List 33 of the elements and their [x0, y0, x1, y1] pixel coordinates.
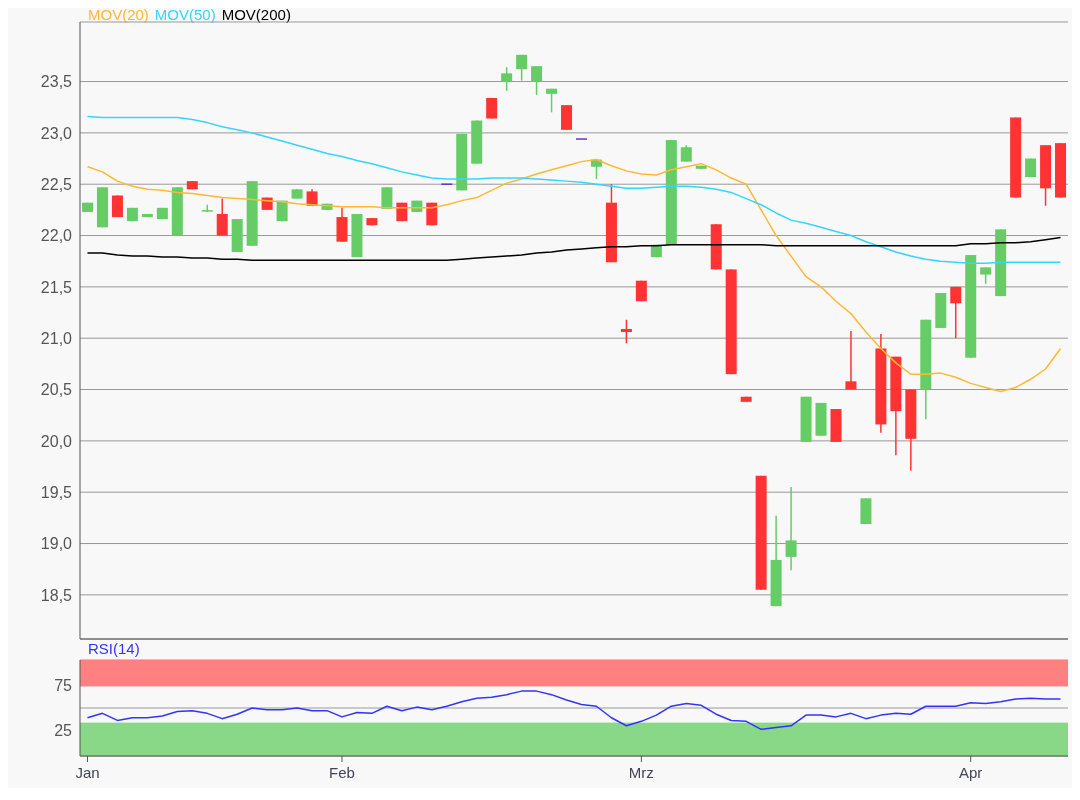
candlestick — [531, 65, 543, 96]
x-tick-label: Feb — [329, 764, 355, 781]
y-tick-label: 22,5 — [40, 175, 73, 193]
candlestick — [501, 66, 513, 92]
candlestick — [950, 286, 962, 339]
text: MOV(20) — [88, 6, 149, 23]
x-tick-label: Mrz — [628, 764, 654, 781]
y-tick-label: 21,0 — [40, 329, 73, 347]
y-tick-label: 23,5 — [40, 73, 73, 91]
y-tick-label: 19,0 — [40, 535, 73, 553]
candlestick — [216, 197, 228, 237]
line-series — [86, 115, 1062, 265]
y-tick-label: 20,5 — [40, 381, 73, 399]
candlestick — [845, 330, 857, 391]
y-tick-label: 18,5 — [40, 586, 73, 604]
line-series — [86, 236, 1062, 261]
line-series — [86, 690, 1062, 731]
y-tick-label: 20,0 — [40, 432, 73, 450]
candlestick — [620, 318, 632, 345]
y-tick-label: 22,0 — [40, 227, 73, 245]
text: RSI(14) — [88, 640, 140, 657]
text: MOV(50) — [154, 6, 216, 23]
x-tick-label: Apr — [959, 764, 983, 781]
line-series — [86, 158, 1062, 393]
y-tick-label: 23,0 — [40, 124, 73, 142]
y-tick-label: 75 — [54, 677, 73, 695]
candlestick — [516, 54, 528, 82]
text: MOV(200) — [221, 6, 291, 23]
candlestick — [785, 486, 797, 571]
y-tick-label: 19,5 — [40, 483, 73, 501]
y-tick-label: 25 — [54, 721, 73, 739]
x-tick-label: Jan — [75, 764, 100, 781]
y-tick-label: 21,5 — [40, 278, 73, 296]
